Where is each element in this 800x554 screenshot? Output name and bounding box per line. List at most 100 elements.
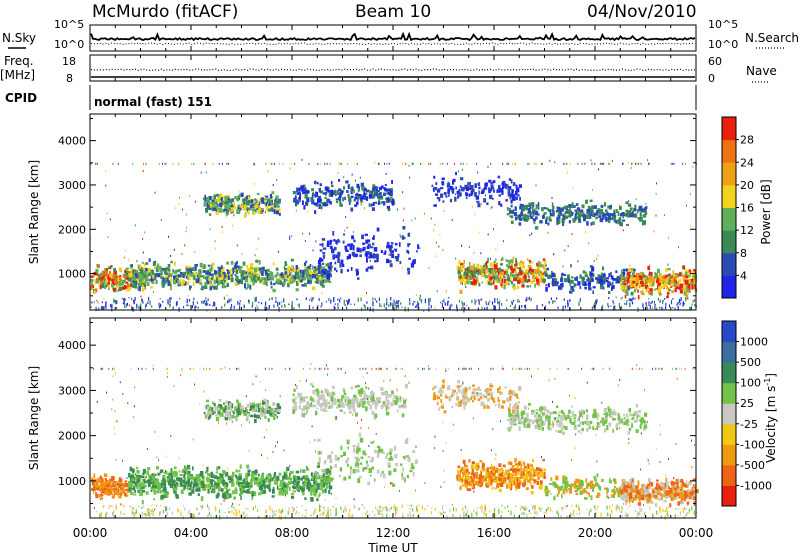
echo-point bbox=[345, 402, 348, 406]
noise-speckle bbox=[544, 306, 546, 309]
echo-point bbox=[216, 476, 220, 479]
echo-point bbox=[217, 479, 220, 483]
echo-point bbox=[256, 192, 260, 196]
echo-point bbox=[204, 194, 206, 200]
echo-point bbox=[320, 273, 323, 278]
echo-point bbox=[375, 404, 377, 410]
noise-speckle bbox=[109, 218, 111, 221]
echo-point bbox=[634, 208, 637, 211]
echo-point bbox=[251, 493, 255, 497]
noise-speckle bbox=[435, 241, 437, 244]
echo-point bbox=[174, 466, 177, 470]
echo-point bbox=[574, 209, 577, 212]
echo-point bbox=[374, 401, 378, 406]
echo-point bbox=[193, 272, 198, 277]
noise-speckle bbox=[266, 202, 267, 205]
echo-point bbox=[390, 251, 393, 257]
echo-point bbox=[615, 209, 618, 213]
echo-point bbox=[189, 285, 192, 289]
echo-point bbox=[302, 484, 306, 488]
echo-point bbox=[605, 280, 608, 283]
echo-point bbox=[259, 279, 262, 283]
echo-point bbox=[378, 193, 381, 198]
echo-point bbox=[352, 400, 355, 405]
noise-speckle bbox=[462, 282, 463, 285]
echo-point bbox=[518, 279, 521, 284]
echo-point bbox=[378, 447, 381, 451]
echo-point bbox=[181, 469, 184, 473]
echo-point bbox=[240, 273, 244, 278]
echo-point bbox=[167, 270, 170, 273]
echo-point bbox=[515, 265, 518, 268]
noise-speckle bbox=[567, 171, 569, 174]
noise-speckle bbox=[322, 239, 324, 242]
echo-point bbox=[510, 179, 513, 184]
echo-point bbox=[611, 286, 613, 291]
echo-point bbox=[302, 190, 304, 195]
colorbar-tick-label: 20 bbox=[740, 179, 754, 192]
noise-speckle bbox=[281, 300, 283, 303]
ground-scatter-point bbox=[298, 303, 300, 308]
echo-point bbox=[119, 492, 122, 496]
echo-point bbox=[510, 220, 514, 224]
echo-point bbox=[347, 457, 349, 461]
echo-point bbox=[524, 269, 529, 273]
echo-point bbox=[490, 187, 493, 192]
echo-point bbox=[330, 189, 333, 195]
echo-point bbox=[148, 484, 150, 488]
echo-point bbox=[537, 204, 540, 208]
echo-point bbox=[129, 477, 132, 483]
echo-point bbox=[174, 279, 178, 284]
echo-point bbox=[334, 261, 337, 265]
echo-point bbox=[652, 278, 656, 283]
noise-speckle bbox=[477, 171, 479, 174]
echo-point bbox=[547, 222, 550, 226]
echo-point bbox=[250, 204, 253, 208]
echo-point bbox=[227, 271, 231, 274]
echo-point bbox=[380, 387, 384, 391]
echo-point bbox=[460, 281, 463, 285]
echo-point bbox=[495, 275, 498, 279]
echo-point bbox=[643, 282, 647, 287]
ground-scatter-point bbox=[159, 306, 161, 309]
echo-point bbox=[523, 272, 527, 276]
echo-point bbox=[217, 410, 220, 415]
echo-point bbox=[295, 265, 298, 270]
echo-point bbox=[674, 282, 677, 287]
echo-point bbox=[322, 473, 325, 478]
echo-point bbox=[322, 475, 325, 480]
echo-point bbox=[130, 279, 133, 284]
echo-point bbox=[155, 266, 159, 270]
echo-point bbox=[372, 242, 375, 246]
ground-scatter-point bbox=[511, 302, 513, 305]
echo-point bbox=[143, 271, 147, 276]
echo-point bbox=[298, 276, 302, 282]
echo-point bbox=[222, 471, 226, 475]
noise-speckle bbox=[487, 233, 489, 236]
echo-point bbox=[246, 481, 248, 486]
echo-point bbox=[351, 398, 354, 403]
noise-speckle bbox=[236, 244, 238, 247]
echo-point bbox=[272, 275, 275, 281]
echo-point bbox=[571, 212, 574, 216]
echo-point bbox=[294, 271, 298, 277]
velocity-scatter-layer bbox=[91, 363, 699, 520]
echo-point bbox=[190, 480, 193, 485]
echo-point bbox=[527, 265, 532, 269]
noise-right-tick-top: 10^5 bbox=[708, 18, 738, 31]
ground-scatter-point bbox=[147, 301, 149, 305]
noise-speckle bbox=[622, 162, 624, 165]
echo-point bbox=[325, 280, 328, 283]
echo-point bbox=[356, 445, 359, 451]
echo-point bbox=[556, 220, 559, 226]
noise-speckle bbox=[645, 202, 647, 205]
echo-point bbox=[556, 281, 558, 287]
echo-point bbox=[340, 259, 344, 265]
echo-point bbox=[494, 270, 497, 274]
ground-scatter-point bbox=[674, 307, 676, 310]
echo-point bbox=[357, 188, 360, 192]
ground-scatter-point bbox=[115, 307, 118, 309]
echo-point bbox=[464, 268, 468, 271]
echo-point bbox=[200, 496, 204, 502]
ground-scatter-point bbox=[268, 298, 271, 301]
